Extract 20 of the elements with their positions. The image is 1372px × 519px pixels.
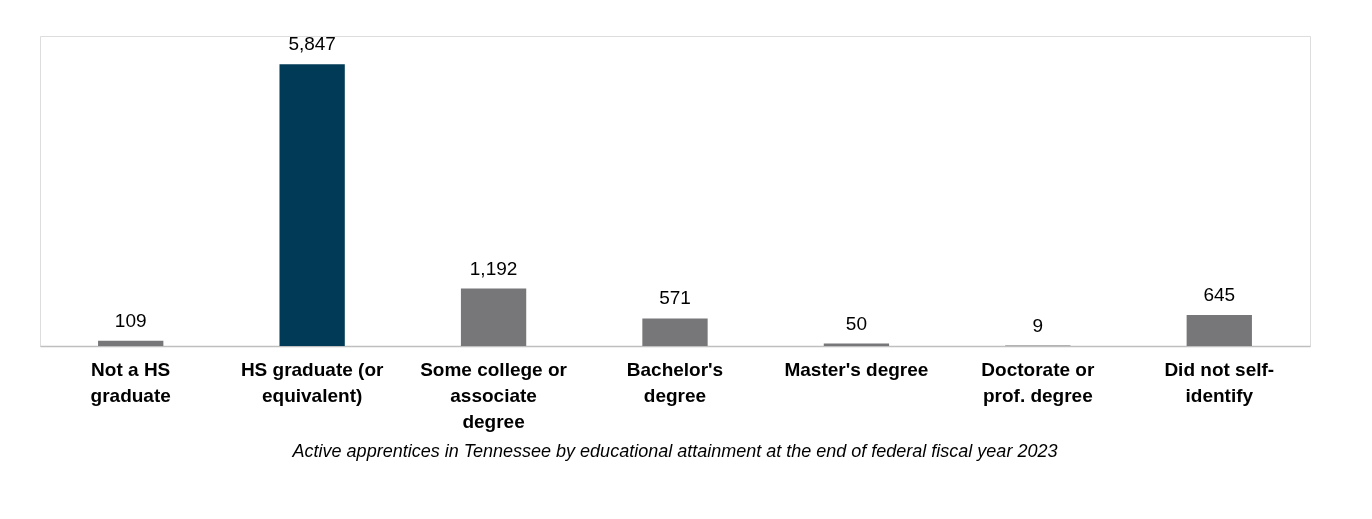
data-label: 109: [114, 309, 147, 331]
data-label: 9: [1032, 314, 1044, 336]
x-tick-label: Bachelor's degree: [626, 358, 724, 406]
data-label: 571: [659, 287, 691, 309]
data-label: 50: [845, 312, 867, 334]
data-label: 1,192: [469, 257, 518, 279]
x-tick-label: Did not self-identify: [1164, 358, 1275, 406]
x-tick-label: Master's degree: [784, 358, 929, 380]
bar: [642, 318, 708, 346]
x-tick-label: Doctorate or prof. degree: [981, 358, 1095, 406]
data-label: 645: [1203, 283, 1236, 305]
bar: [460, 288, 527, 346]
x-tick-label: HS graduate (or equivalent): [240, 358, 384, 406]
bar: [279, 64, 345, 346]
bar: [1186, 314, 1252, 346]
text: Active apprentices in Tennessee by educational attainment at the end of federal fiscal year 2023: [291, 441, 1058, 461]
x-tick-label: Some college or associate degree: [420, 358, 568, 432]
data-label: 5,847: [288, 33, 336, 55]
x-tick-label: Not a HS graduate: [90, 358, 171, 406]
bar: [98, 340, 164, 346]
